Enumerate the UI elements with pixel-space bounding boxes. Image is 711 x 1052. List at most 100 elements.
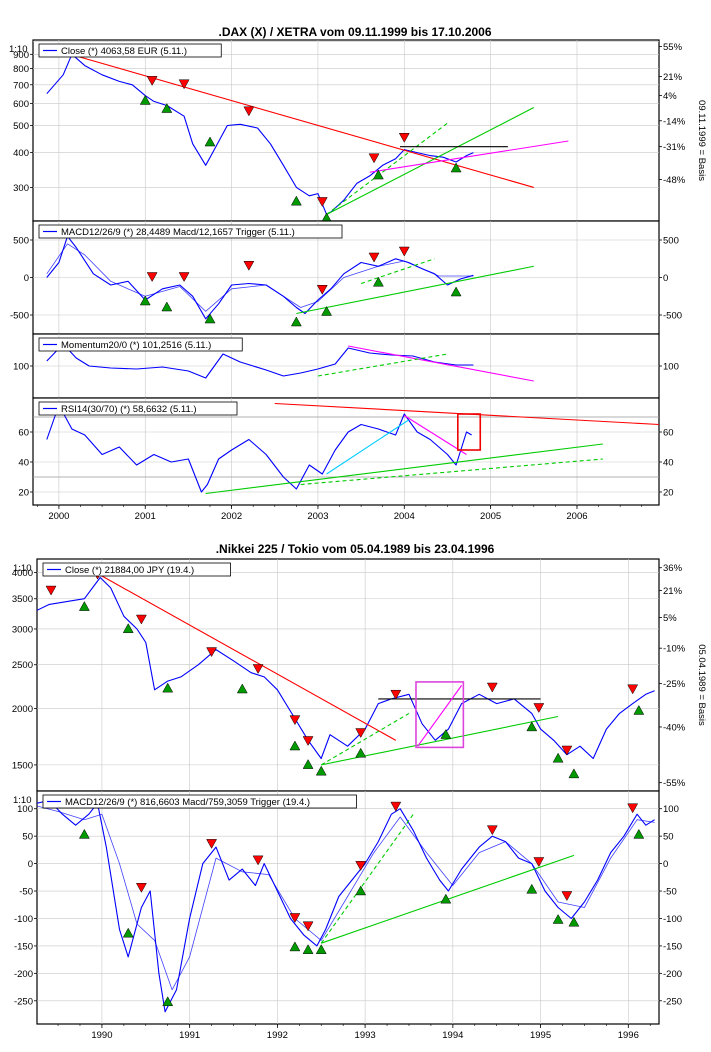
dax_macd-sell-signal xyxy=(146,272,158,283)
dax_close-buy-signal xyxy=(321,212,332,221)
nikkei_macd-legend-text: MACD12/26/9 (*) 816,6603 Macd/759,3059 T… xyxy=(65,797,310,808)
chart-1-x-axis: 2000 2001 2002 2003 2004 2005 2006 xyxy=(37,505,643,522)
dax_macd-right-tick-label: 0 xyxy=(663,273,668,284)
x-tick-label: 2004 xyxy=(394,511,415,522)
x-tick-label: 1991 xyxy=(179,1030,200,1041)
nikkei_macd-buy-signal xyxy=(78,828,90,839)
nikkei_close-sell-signal xyxy=(135,614,147,625)
x-tick-label: 2005 xyxy=(480,511,501,522)
x-tick-label: 2001 xyxy=(135,511,156,522)
dax_macd-panel: MACD12/26/9 (*) 28,4489 Macd/12,1657 Tri… xyxy=(10,220,682,335)
dax_macd-buy-signal xyxy=(372,276,384,287)
nikkei_close-buy-signal xyxy=(552,752,564,763)
dax_close-right-tick-label: 21% xyxy=(663,72,683,83)
nikkei_close-sell-signal xyxy=(206,647,218,658)
dax_macd-sell-signal xyxy=(178,272,190,283)
dax_macd-series-trigger xyxy=(46,243,474,312)
nikkei_close-left-tick-label: 2500 xyxy=(12,660,33,671)
nikkei_macd-right-tick-label: 50 xyxy=(663,832,674,843)
nikkei_close-sell-signal xyxy=(289,715,301,726)
dax_close-trendline-green_dashed xyxy=(326,122,448,215)
nikkei_macd-right-tick-label: -200 xyxy=(663,969,682,980)
nikkei_macd-sell-signal xyxy=(486,825,498,836)
nikkei_close-right-tick-label: -10% xyxy=(663,644,686,655)
nikkei_macd-left-tick-label: -100 xyxy=(14,914,33,925)
dax_momentum-trendline-magenta xyxy=(348,345,534,382)
dax_macd-sell-signal xyxy=(368,252,380,263)
nikkei_macd-sell-signal xyxy=(561,891,573,902)
dax_macd-sell-signal xyxy=(243,261,255,271)
dax_close-legend-text: Close (*) 4063,58 EUR (5.11.) xyxy=(61,46,187,57)
nikkei_close-buy-signal xyxy=(355,747,367,758)
dax_momentum-right-tick-label: 100 xyxy=(663,362,679,373)
dax_rsi-trendline-green xyxy=(205,443,603,495)
nikkei_macd-frame xyxy=(36,790,660,1025)
dax_close-series-close xyxy=(46,53,474,215)
dax_macd-buy-signal xyxy=(139,295,151,306)
dax_momentum-left-tick-label: 100 xyxy=(13,362,29,373)
nikkei_macd-scale-label: 1:10 xyxy=(13,795,32,806)
nikkei_close-left-tick-label: 2000 xyxy=(12,704,33,715)
nikkei_macd-buy-signal xyxy=(162,996,174,1007)
x-tick-label: 2003 xyxy=(307,511,328,522)
nikkei_close-buy-signal xyxy=(633,704,645,715)
nikkei_macd-series-macd xyxy=(37,799,655,1013)
dax_rsi-left-tick-label: 60 xyxy=(18,428,29,439)
dax_rsi-series-rsi xyxy=(46,404,472,493)
dax_close-left-tick-label: 500 xyxy=(13,121,29,132)
nikkei_close-buy-signal xyxy=(162,682,174,693)
nikkei_close-right-tick-label: -55% xyxy=(663,778,686,789)
dax_rsi-right-tick-label: 20 xyxy=(663,488,674,499)
x-tick-label: 1995 xyxy=(530,1030,551,1041)
dax_close-sell-signal xyxy=(146,76,158,86)
nikkei_close-series-close xyxy=(37,576,655,760)
nikkei_close-right-tick-label: 36% xyxy=(663,563,683,574)
nikkei_close-buy-signal xyxy=(568,768,580,779)
nikkei_close-trendline-magenta_box_line xyxy=(417,685,463,747)
dax_close-left-tick-label: 900 xyxy=(13,50,29,61)
dax_macd-right-tick-label: -500 xyxy=(663,311,682,322)
x-tick-label: 1990 xyxy=(91,1030,112,1041)
nikkei_macd-trendline-green_dashed xyxy=(320,813,414,944)
chart-1-title: .DAX (X) / XETRA vom 09.11.1999 bis 17.1… xyxy=(218,25,491,39)
nikkei_close-legend-text: Close (*) 21884,00 JPY (19.4.) xyxy=(65,565,194,576)
nikkei_close-sell-signal xyxy=(533,703,545,713)
nikkei_close-right-axis-label: 05.04.1989 = Basis xyxy=(696,644,707,726)
chart-2-x-axis: 1990 1991 1992 1993 1994 1995 1996 xyxy=(57,1024,651,1041)
nikkei_close-left-tick-label: 1500 xyxy=(12,760,33,771)
nikkei_close-buy-signal xyxy=(236,683,248,694)
nikkei_close-highlight-box xyxy=(415,681,465,749)
dax_close-right-axis-label: 09.11.1999 = Basis xyxy=(696,100,707,181)
nikkei_macd-buy-signal xyxy=(633,828,645,839)
dax_rsi-legend-text: RSI14(30/70) (*) 58,6632 (5.11.) xyxy=(61,404,197,415)
dax_close-left-tick-label: 300 xyxy=(13,183,29,194)
nikkei_close-buy-signal xyxy=(78,601,90,611)
nikkei_macd-buy-signal xyxy=(302,944,314,954)
nikkei_macd-buy-signal xyxy=(552,913,564,924)
dax_close-sell-signal xyxy=(368,153,380,164)
nikkei_close-buy-signal xyxy=(122,623,134,633)
nikkei_close-right-tick-label: 5% xyxy=(663,613,677,624)
dax_close-buy-signal xyxy=(161,103,173,113)
nikkei_macd-sell-signal xyxy=(627,803,639,814)
nikkei_close-buy-signal xyxy=(289,740,301,751)
dax_close-sell-signal xyxy=(243,106,255,117)
nikkei_close-sell-signal xyxy=(45,585,57,596)
nikkei_close-buy-signal xyxy=(440,729,452,739)
dax_close-left-tick-label: 600 xyxy=(13,99,29,110)
nikkei_macd-sell-signal xyxy=(289,913,301,923)
dax_macd-left-tick-label: 0 xyxy=(24,273,29,284)
nikkei_macd-right-tick-label: 100 xyxy=(663,804,679,815)
nikkei_close-sell-signal xyxy=(561,745,573,756)
nikkei_macd-left-tick-label: -150 xyxy=(14,941,33,952)
nikkei_macd-left-tick-label: -250 xyxy=(14,996,33,1007)
nikkei_close-left-tick-label: 4000 xyxy=(12,568,33,579)
dax_macd-buy-signal xyxy=(161,301,173,312)
dax_macd-legend: MACD12/26/9 (*) 28,4489 Macd/12,1657 Tri… xyxy=(38,224,343,239)
nikkei_macd-sell-signal xyxy=(206,839,218,849)
dax_macd-trendline-green_dashed xyxy=(360,258,435,285)
dax_close-buy-signal xyxy=(290,195,302,206)
nikkei_close-buy-signal xyxy=(315,765,327,776)
